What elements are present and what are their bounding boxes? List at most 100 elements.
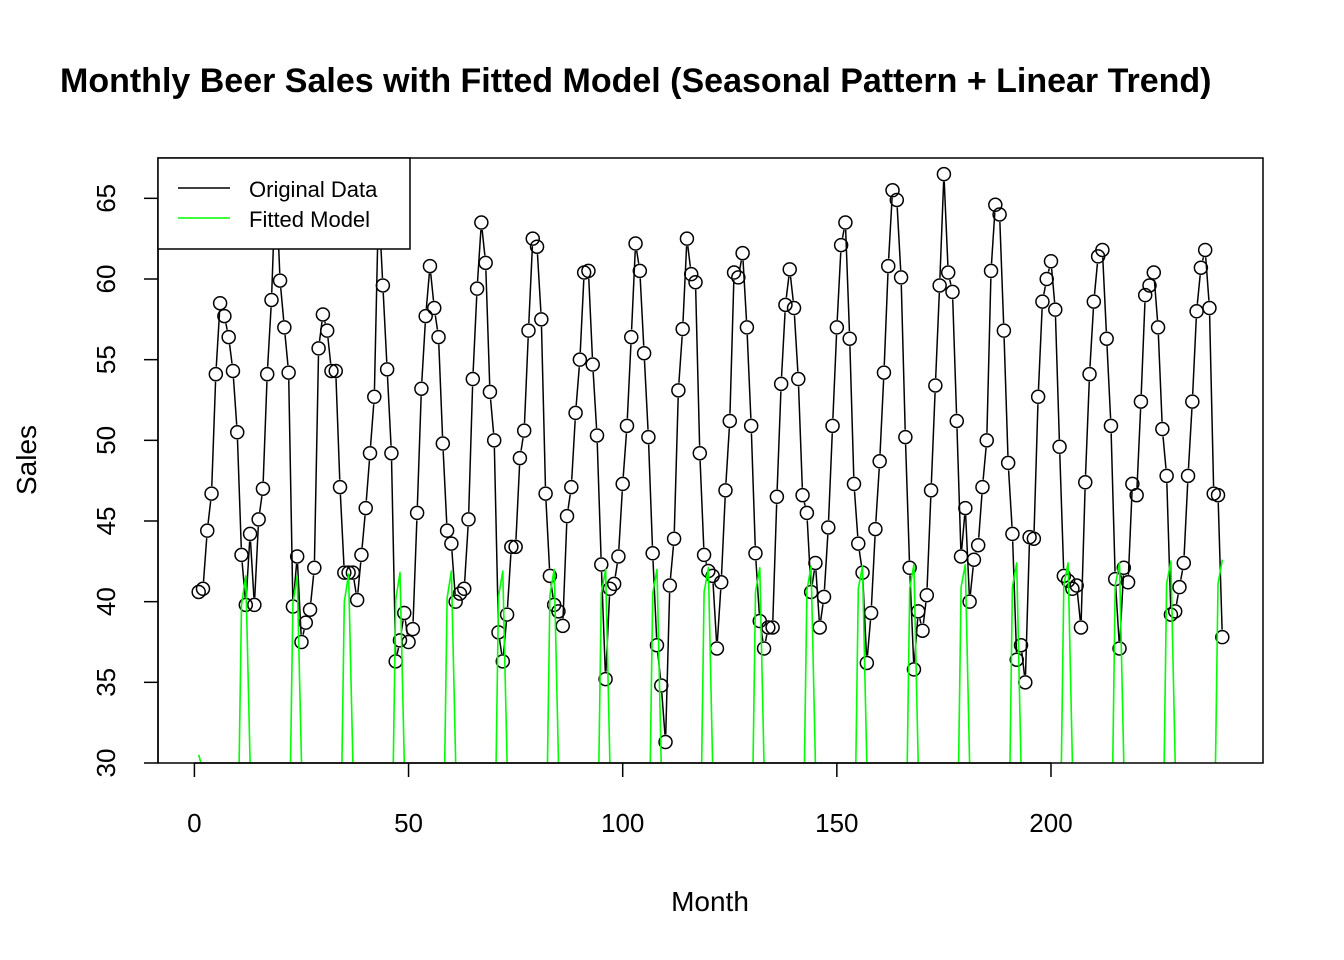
series-original-data	[191, 166, 1230, 750]
original-data-segment	[827, 433, 833, 520]
original-data-point	[542, 568, 558, 584]
original-data-segment	[687, 246, 692, 267]
original-data-point	[589, 428, 605, 443]
original-data-segment	[879, 380, 885, 454]
original-data-segment	[207, 500, 212, 524]
original-data-point	[439, 523, 455, 538]
original-data-point	[1078, 475, 1093, 490]
original-data-point	[872, 454, 887, 469]
original-data-point	[225, 363, 241, 379]
original-data-segment	[853, 491, 859, 537]
original-data-point	[1043, 254, 1059, 269]
series-fitted-model	[197, 559, 1224, 763]
original-data-segment	[249, 541, 255, 598]
original-data-segment	[258, 496, 263, 513]
original-data-segment	[960, 515, 966, 550]
x-tick-label: 0	[187, 808, 201, 838]
original-data-segment	[211, 381, 217, 487]
original-data-point	[465, 371, 481, 387]
original-data-point	[769, 489, 785, 505]
original-data-point	[427, 300, 442, 316]
original-data-point	[204, 486, 219, 501]
original-data-segment	[849, 346, 855, 477]
original-data-point	[996, 323, 1012, 338]
original-data-segment	[284, 334, 289, 366]
original-data-point	[615, 476, 630, 492]
original-data-point	[636, 345, 652, 361]
original-data-segment	[1084, 381, 1090, 475]
original-data-segment	[841, 229, 845, 238]
original-data-segment	[909, 575, 915, 662]
original-data-segment	[1059, 454, 1065, 569]
original-data-segment	[943, 181, 949, 266]
original-data-segment	[365, 460, 371, 501]
y-tick-label: 65	[91, 184, 121, 213]
original-data-segment	[956, 428, 962, 550]
original-data-point	[568, 405, 583, 421]
original-data-segment	[202, 538, 208, 582]
original-data-point	[662, 578, 678, 593]
original-data-point	[653, 678, 669, 693]
original-data-point	[508, 539, 523, 555]
original-data-point	[898, 429, 913, 445]
original-data-segment	[472, 296, 478, 372]
original-data-segment	[1187, 409, 1193, 469]
original-data-point	[624, 329, 639, 345]
original-data-point	[529, 239, 545, 254]
y-axis-title: Sales	[11, 425, 42, 495]
original-data-point	[1073, 620, 1089, 635]
original-data-segment	[1037, 309, 1043, 390]
legend-label-fitted: Fitted Model	[249, 207, 370, 232]
original-data-point	[555, 618, 570, 634]
original-data-segment	[1076, 592, 1081, 621]
x-tick-label: 200	[1029, 808, 1072, 838]
original-data-point	[1095, 242, 1110, 258]
y-tick-label: 35	[91, 668, 121, 697]
original-data-point	[739, 320, 755, 335]
original-data-segment	[939, 181, 945, 278]
original-data-segment	[485, 270, 491, 385]
original-data-segment	[1162, 436, 1167, 469]
original-data-segment	[562, 523, 568, 619]
original-data-point	[988, 197, 1003, 213]
original-data-segment	[729, 280, 735, 414]
original-data-point	[328, 363, 343, 379]
original-data-point	[572, 352, 588, 367]
original-data-point	[1167, 604, 1183, 619]
original-data-point	[349, 592, 365, 608]
original-data-segment	[1208, 315, 1215, 487]
original-data-point	[688, 274, 703, 290]
original-data-segment	[382, 292, 388, 362]
original-data-segment	[750, 433, 756, 546]
original-data-segment	[588, 278, 594, 358]
original-data-point	[812, 620, 827, 635]
original-data-segment	[579, 280, 585, 353]
original-data-segment	[241, 562, 246, 598]
original-data-point	[1082, 366, 1097, 382]
original-data-segment	[266, 307, 272, 367]
original-data-segment	[793, 315, 799, 372]
original-data-point	[1129, 487, 1144, 503]
original-data-segment	[896, 207, 902, 270]
original-data-segment	[357, 562, 362, 593]
original-data-point	[405, 621, 421, 637]
original-data-point	[452, 586, 468, 601]
original-data-point	[829, 320, 845, 335]
original-data-segment	[614, 563, 619, 577]
original-data-point	[478, 255, 493, 271]
original-data-segment	[596, 442, 602, 558]
original-data-point	[431, 329, 446, 345]
original-data-point	[928, 378, 943, 393]
original-data-point	[641, 429, 656, 445]
original-data-segment	[780, 312, 786, 377]
original-data-segment	[1080, 489, 1086, 621]
original-data-segment	[280, 288, 285, 320]
original-data-point	[534, 312, 549, 327]
original-data-point	[191, 584, 206, 600]
original-data-segment	[506, 554, 512, 608]
original-data-point	[919, 587, 935, 603]
original-data-point	[1202, 300, 1217, 316]
original-data-point	[1086, 294, 1102, 309]
original-data-point	[778, 297, 793, 313]
original-data-point	[512, 450, 528, 466]
